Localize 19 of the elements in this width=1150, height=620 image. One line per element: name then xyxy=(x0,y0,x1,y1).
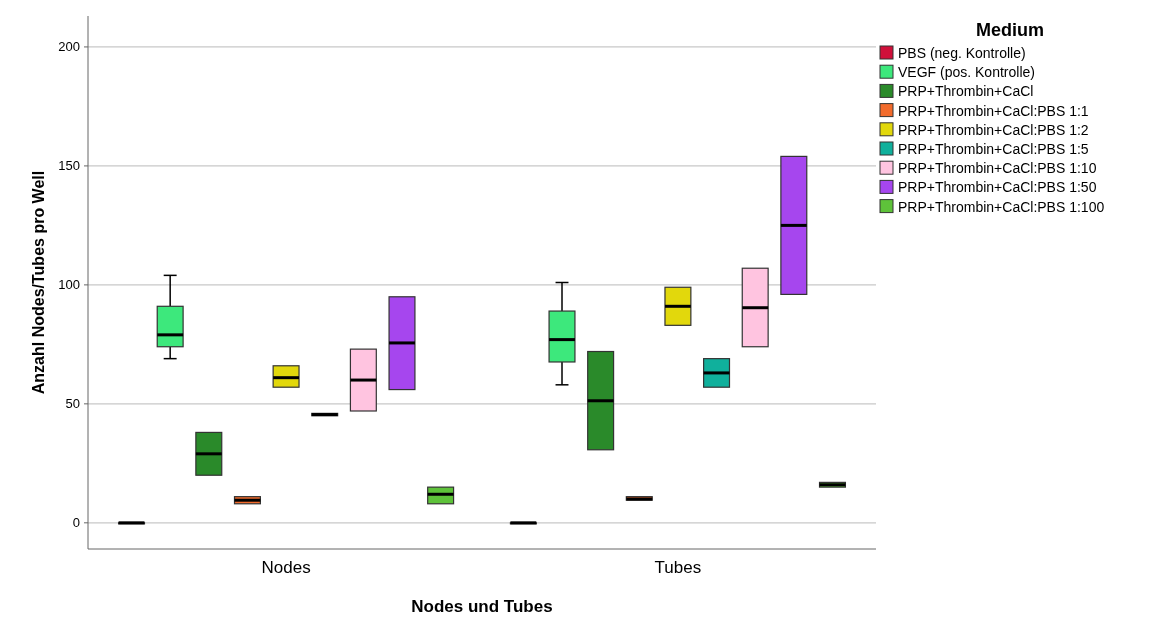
legend-label: PRP+Thrombin+CaCl xyxy=(898,83,1034,100)
x-tick-label: Nodes xyxy=(261,558,311,577)
legend-title: Medium xyxy=(975,20,1045,40)
legend-label: PRP+Thrombin+CaCl:PBS 1:1 xyxy=(898,102,1089,119)
legend-label: PRP+Thrombin+CaCl:PBS 1:10 xyxy=(898,160,1097,177)
y-tick-label: 50 xyxy=(65,396,80,412)
legend-label: PRP+Thrombin+CaCl:PBS 1:50 xyxy=(898,179,1097,196)
y-axis-title: Anzahl Nodes/Tubes pro Well xyxy=(30,170,47,395)
x-axis-title: Nodes und Tubes xyxy=(411,597,553,616)
y-tick-label: 150 xyxy=(58,158,80,174)
legend-label: PRP+Thrombin+CaCl:PBS 1:5 xyxy=(898,140,1089,157)
y-tick-label: 0 xyxy=(72,515,80,531)
legend-label: PRP+Thrombin+CaCl:PBS 1:100 xyxy=(898,198,1105,215)
legend-label: VEGF (pos. Kontrolle) xyxy=(898,64,1035,81)
legend-label: PRP+Thrombin+CaCl:PBS 1:2 xyxy=(898,121,1089,138)
y-tick-label: 200 xyxy=(58,39,80,55)
y-tick-label: 100 xyxy=(58,277,80,293)
x-tick-label: Tubes xyxy=(654,558,702,577)
legend-label: PBS (neg. Kontrolle) xyxy=(898,44,1026,61)
